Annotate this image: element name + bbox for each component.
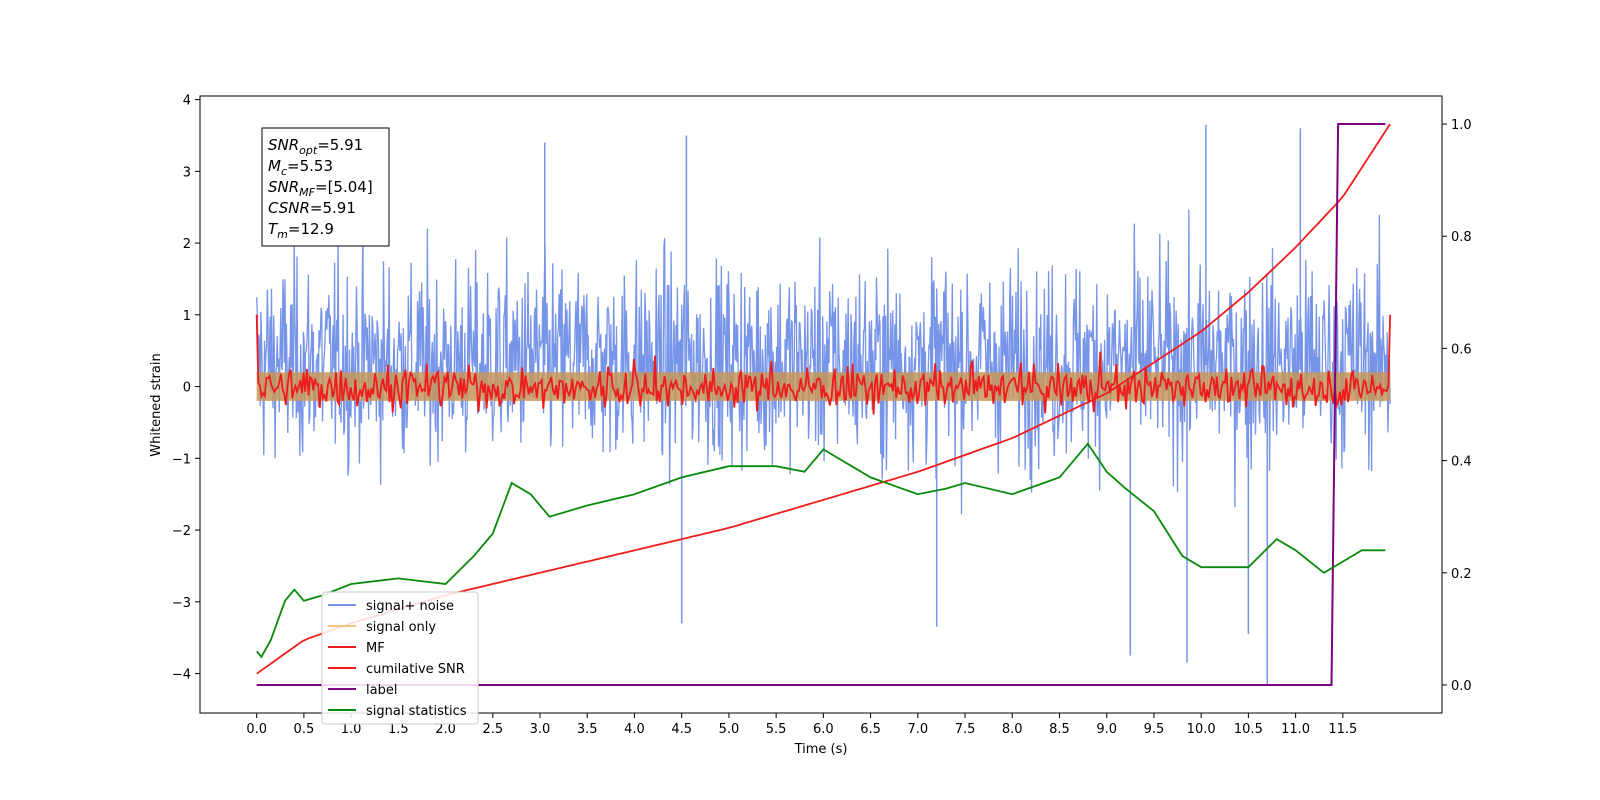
- y-tick-label: 2: [183, 237, 191, 252]
- series-layer: [255, 123, 1391, 686]
- series-label: [256, 123, 1386, 686]
- x-tick-label: 7.5: [955, 722, 976, 737]
- x-tick-label: 9.5: [1144, 722, 1165, 737]
- legend-label: cumilative SNR: [366, 662, 465, 677]
- x-tick-label: 5.0: [719, 722, 740, 737]
- x-tick-label: 9.0: [1096, 722, 1117, 737]
- series-signal-noise: [256, 209, 1391, 515]
- y2-tick-label: 0.2: [1451, 567, 1472, 582]
- annotation-frame: [261, 127, 390, 247]
- plot-frame: [199, 95, 1443, 714]
- x-tick-label: 8.0: [1002, 722, 1023, 737]
- y-tick-label: −1: [172, 452, 191, 467]
- annotation-line: SNRMF=[5.04]: [268, 178, 373, 199]
- legend: signal+ noise signal only MF cumilative SNR…: [321, 591, 479, 725]
- x-tick-label: 11.5: [1328, 722, 1357, 737]
- x-tick-label: 2.5: [482, 722, 503, 737]
- x-tick-label: 10.0: [1187, 722, 1216, 737]
- legend-label: MF: [366, 641, 385, 656]
- y2-tick-label: 0.4: [1451, 455, 1472, 470]
- x-tick-label: 4.5: [671, 722, 692, 737]
- axes-layer: 0.0 0.5 1.0 1.5 2.0 2.5 3.0 3.5 4.0 4.5 5.0 5.5 6.0 6…: [172, 94, 1472, 737]
- annotation-line: SNRopt=5.91: [268, 136, 363, 157]
- x-tick-label: 0.0: [246, 722, 267, 737]
- x-tick-label: 3.0: [530, 722, 551, 737]
- x-tick-label: 8.5: [1049, 722, 1070, 737]
- legend-label: signal only: [366, 620, 436, 635]
- annotation-line: CSNR=5.91: [268, 199, 356, 217]
- x-tick-label: 5.5: [766, 722, 787, 737]
- y-tick-label: 0: [183, 381, 191, 396]
- x-tick-label: 6.5: [860, 722, 881, 737]
- y-tick-label: −3: [172, 596, 191, 611]
- series-mf: [255, 314, 1391, 415]
- annotation-line: Tm=12.9: [268, 220, 334, 241]
- x-tick-label: 4.0: [624, 722, 645, 737]
- legend-label: label: [366, 683, 397, 698]
- legend-label: signal statistics: [366, 704, 467, 719]
- x-tick-label: 1.5: [388, 722, 409, 737]
- y-tick-label: −2: [172, 524, 191, 539]
- x-tick-label: 6.0: [813, 722, 834, 737]
- x-axis-label: Time (s): [794, 742, 848, 757]
- annotation-line: Mc=5.53: [268, 157, 333, 178]
- y2-tick-label: 0.0: [1451, 679, 1472, 694]
- x-tick-label: 7.0: [907, 722, 928, 737]
- x-tick-label: 3.5: [577, 722, 598, 737]
- x-tick-label: 0.5: [294, 722, 315, 737]
- y-tick-label: 4: [183, 94, 191, 109]
- y2-tick-label: 0.8: [1451, 230, 1472, 245]
- x-tick-label: 1.0: [341, 722, 362, 737]
- legend-frame: [321, 591, 479, 725]
- y-tick-label: 3: [183, 165, 191, 180]
- x-tick-label: 10.5: [1234, 722, 1263, 737]
- y-tick-label: 1: [183, 309, 191, 324]
- x-tick-label: 11.0: [1281, 722, 1310, 737]
- series-signal-statistics: [256, 442, 1386, 659]
- y-tick-label: −4: [172, 668, 191, 683]
- legend-label: signal+ noise: [366, 599, 454, 614]
- y-axis-label: Whitened strain: [149, 353, 164, 456]
- x-tick-label: 2.0: [435, 722, 456, 737]
- y2-tick-label: 0.6: [1451, 342, 1472, 357]
- y2-tick-label: 1.0: [1451, 118, 1472, 133]
